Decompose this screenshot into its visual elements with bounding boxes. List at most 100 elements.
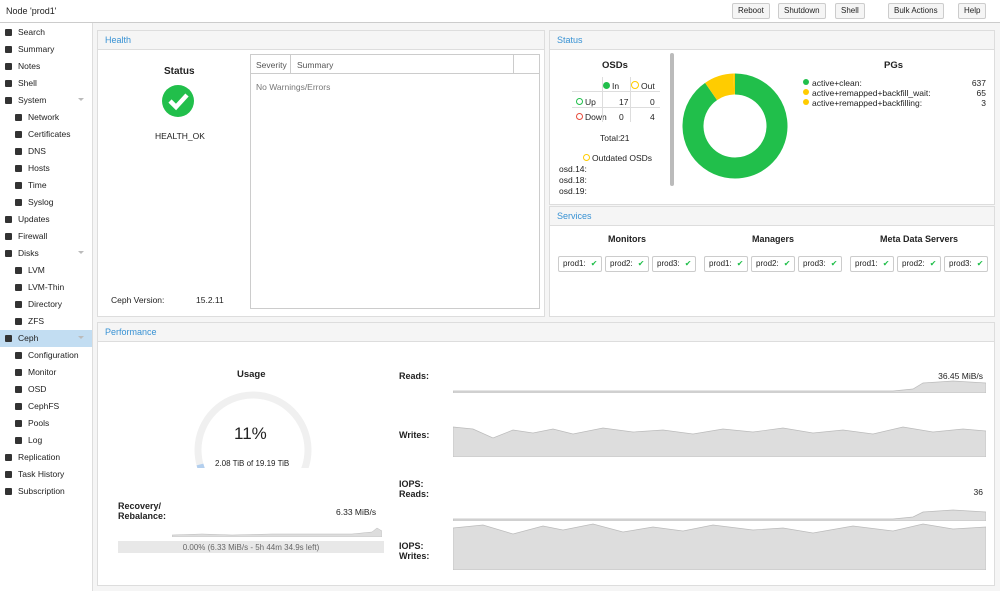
nav-item[interactable]: Ceph	[0, 330, 92, 347]
service-status[interactable]: prod2:	[605, 256, 650, 272]
usage-text: 2.08 TiB of 19.19 TiB	[215, 459, 290, 468]
nav-icon	[15, 284, 22, 291]
gauge-value	[196, 463, 205, 468]
service-status[interactable]: prod1:	[558, 256, 603, 272]
nav-item[interactable]: Syslog	[0, 194, 92, 211]
sparkline	[453, 380, 986, 393]
nav-item[interactable]: Shell	[0, 75, 92, 92]
osd-count: 0	[619, 112, 624, 122]
nav-icon	[15, 420, 22, 427]
toolbar-button[interactable]: Shell	[835, 3, 865, 19]
nav-item[interactable]: Search	[0, 24, 92, 41]
nav-label: Firewall	[18, 231, 48, 241]
nav-icon	[5, 488, 12, 495]
nav-item[interactable]: Updates	[0, 211, 92, 228]
nav-label: Subscription	[18, 486, 65, 496]
legend-name: active+remapped+backfilling:	[812, 98, 923, 108]
nav-item[interactable]: CephFS	[0, 398, 92, 415]
nav-icon	[15, 386, 22, 393]
empty-text: No Warnings/Errors	[256, 82, 331, 92]
toolbar-button[interactable]: Bulk Actions	[888, 3, 944, 19]
nav-label: Monitor	[28, 367, 57, 377]
nav-label: LVM	[28, 265, 45, 275]
nav-icon	[5, 471, 12, 478]
nav-item[interactable]: Replication	[0, 449, 92, 466]
nav-item[interactable]: Disks	[0, 245, 92, 262]
osd-count: 17	[619, 97, 629, 107]
service-status[interactable]: prod2:	[897, 256, 942, 272]
nav-label: Search	[18, 27, 45, 37]
legend-dot	[803, 89, 809, 95]
health-panel: Health Status HEALTH_OK Severity Summary…	[97, 30, 545, 317]
nav-label: Notes	[18, 61, 41, 71]
nav-label: Network	[28, 112, 60, 122]
toolbar-button[interactable]: Reboot	[732, 3, 770, 19]
legend-value: 3	[981, 98, 986, 108]
health-status: HEALTH_OK	[155, 131, 205, 141]
column-header[interactable]: Severity	[256, 60, 287, 70]
nav-label: Updates	[18, 214, 50, 224]
nav-item[interactable]: Subscription	[0, 483, 92, 500]
outdated-osd: osd.19:	[559, 186, 587, 196]
nav-label: Ceph	[18, 333, 39, 343]
service-status[interactable]: prod1:	[704, 256, 749, 272]
osd-count: 4	[650, 112, 655, 122]
row-icon	[576, 98, 583, 105]
nav-icon	[15, 403, 22, 410]
nav-item[interactable]: Directory	[0, 296, 92, 313]
progress-bar	[118, 541, 384, 553]
nav-item[interactable]: Notes	[0, 58, 92, 75]
expander	[78, 336, 84, 342]
service-status[interactable]: prod2:	[751, 256, 796, 272]
nav-icon	[5, 46, 12, 53]
metric-value: 36	[973, 487, 983, 497]
recovery-rate: 6.33 MiB/s	[336, 507, 377, 517]
service-status[interactable]: prod3:	[944, 256, 989, 272]
nav-label: DNS	[28, 146, 46, 156]
nav-item[interactable]: Pools	[0, 415, 92, 432]
outdated-title: Outdated OSDs	[592, 153, 653, 163]
nav-item[interactable]: Firewall	[0, 228, 92, 245]
legend-value: 65	[976, 88, 986, 98]
nav-item[interactable]: Monitor	[0, 364, 92, 381]
toolbar-button[interactable]: Shutdown	[778, 3, 826, 19]
nav-item[interactable]: Log	[0, 432, 92, 449]
version: 15.2.11	[196, 295, 224, 305]
expander	[78, 251, 84, 257]
nav-label: OSD	[28, 384, 47, 394]
panel-title: Health	[98, 31, 544, 50]
nav-icon	[5, 29, 12, 36]
nav-item[interactable]: System	[0, 92, 92, 109]
ok-icon	[162, 85, 194, 117]
service-status[interactable]: prod3:	[798, 256, 843, 272]
nav-item[interactable]: Network	[0, 109, 92, 126]
outdated-icon	[583, 154, 590, 161]
legend-value: 637	[971, 78, 986, 88]
version-label: Ceph Version:	[111, 295, 165, 305]
services-panel: Services Monitorsprod1:prod2:prod3:Manag…	[549, 206, 995, 317]
nav-item[interactable]: Configuration	[0, 347, 92, 364]
nav-item[interactable]: Hosts	[0, 160, 92, 177]
status-panel: Status OSDs In Out Up 17 0 Down 0 4 Total: 21 Outd…	[549, 30, 995, 205]
nav-item[interactable]: Summary	[0, 41, 92, 58]
nav-item[interactable]: LVM-Thin	[0, 279, 92, 296]
nav-label: System	[18, 95, 47, 105]
nav-icon	[5, 233, 12, 240]
nav-item[interactable]: LVM	[0, 262, 92, 279]
service-status[interactable]: prod1:	[850, 256, 895, 272]
nav-item[interactable]: OSD	[0, 381, 92, 398]
nav-icon	[15, 199, 22, 206]
nav-item[interactable]: ZFS	[0, 313, 92, 330]
nav-icon	[15, 267, 22, 274]
service-status[interactable]: prod3:	[652, 256, 697, 272]
nav-icon	[15, 165, 22, 172]
nav-item[interactable]: Certificates	[0, 126, 92, 143]
nav-item[interactable]: Task History	[0, 466, 92, 483]
nav-item[interactable]: DNS	[0, 143, 92, 160]
toolbar-button[interactable]: Help	[958, 3, 987, 19]
nav-item[interactable]: Time	[0, 177, 92, 194]
osds-title: OSDs	[602, 60, 628, 71]
nav-label: Time	[28, 180, 47, 190]
column-header[interactable]: Summary	[297, 60, 334, 70]
legend-name: active+clean:	[812, 78, 862, 88]
